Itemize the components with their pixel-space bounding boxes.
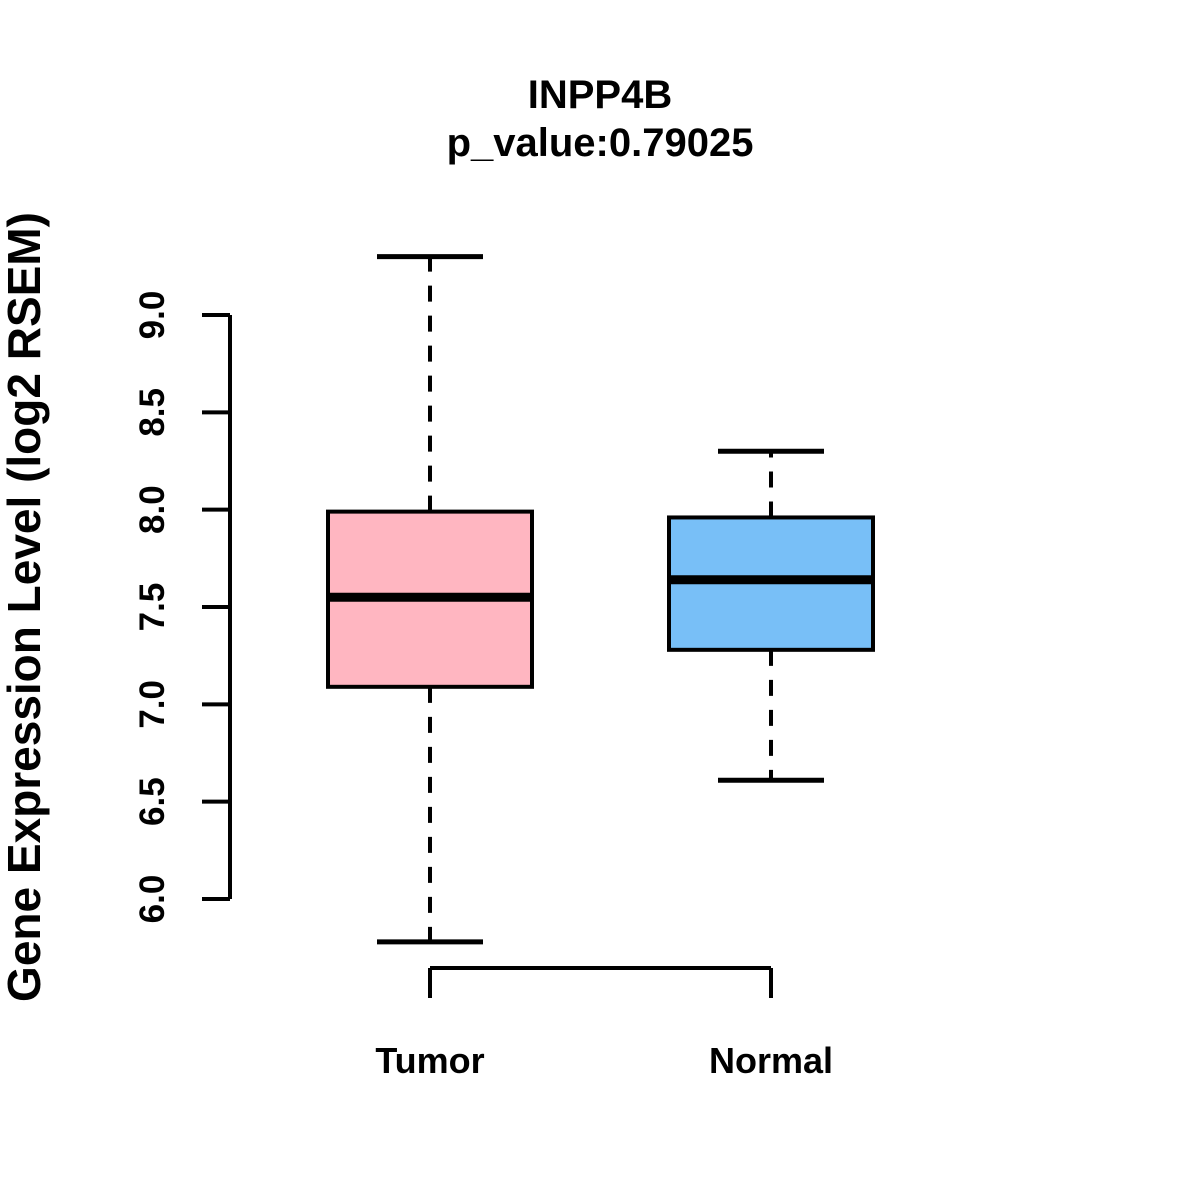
y-tick-label-8.0: 8.0 [133, 485, 172, 534]
y-tick-label-7.0: 7.0 [133, 680, 172, 729]
y-tick-label-6.5: 6.5 [133, 777, 172, 826]
y-axis-title: Gene Expression Level (log2 RSEM) [0, 212, 50, 1002]
category-labels: Tumor Normal [375, 1040, 833, 1081]
y-tick-label-9.0: 9.0 [133, 291, 172, 340]
y-tick-label-8.5: 8.5 [133, 388, 172, 437]
x-axis [428, 966, 773, 998]
y-axis: 6.0 6.5 7.0 7.5 8.0 8.5 9.0 [133, 291, 232, 924]
chart-subtitle: p_value:0.79025 [447, 121, 754, 165]
chart-title: INPP4B [528, 73, 673, 117]
plot-area [326, 254, 875, 945]
y-tick-label-7.5: 7.5 [133, 583, 172, 632]
y-tick-label-6.0: 6.0 [133, 875, 172, 924]
category-label-tumor: Tumor [375, 1040, 484, 1081]
category-label-normal: Normal [709, 1040, 833, 1081]
